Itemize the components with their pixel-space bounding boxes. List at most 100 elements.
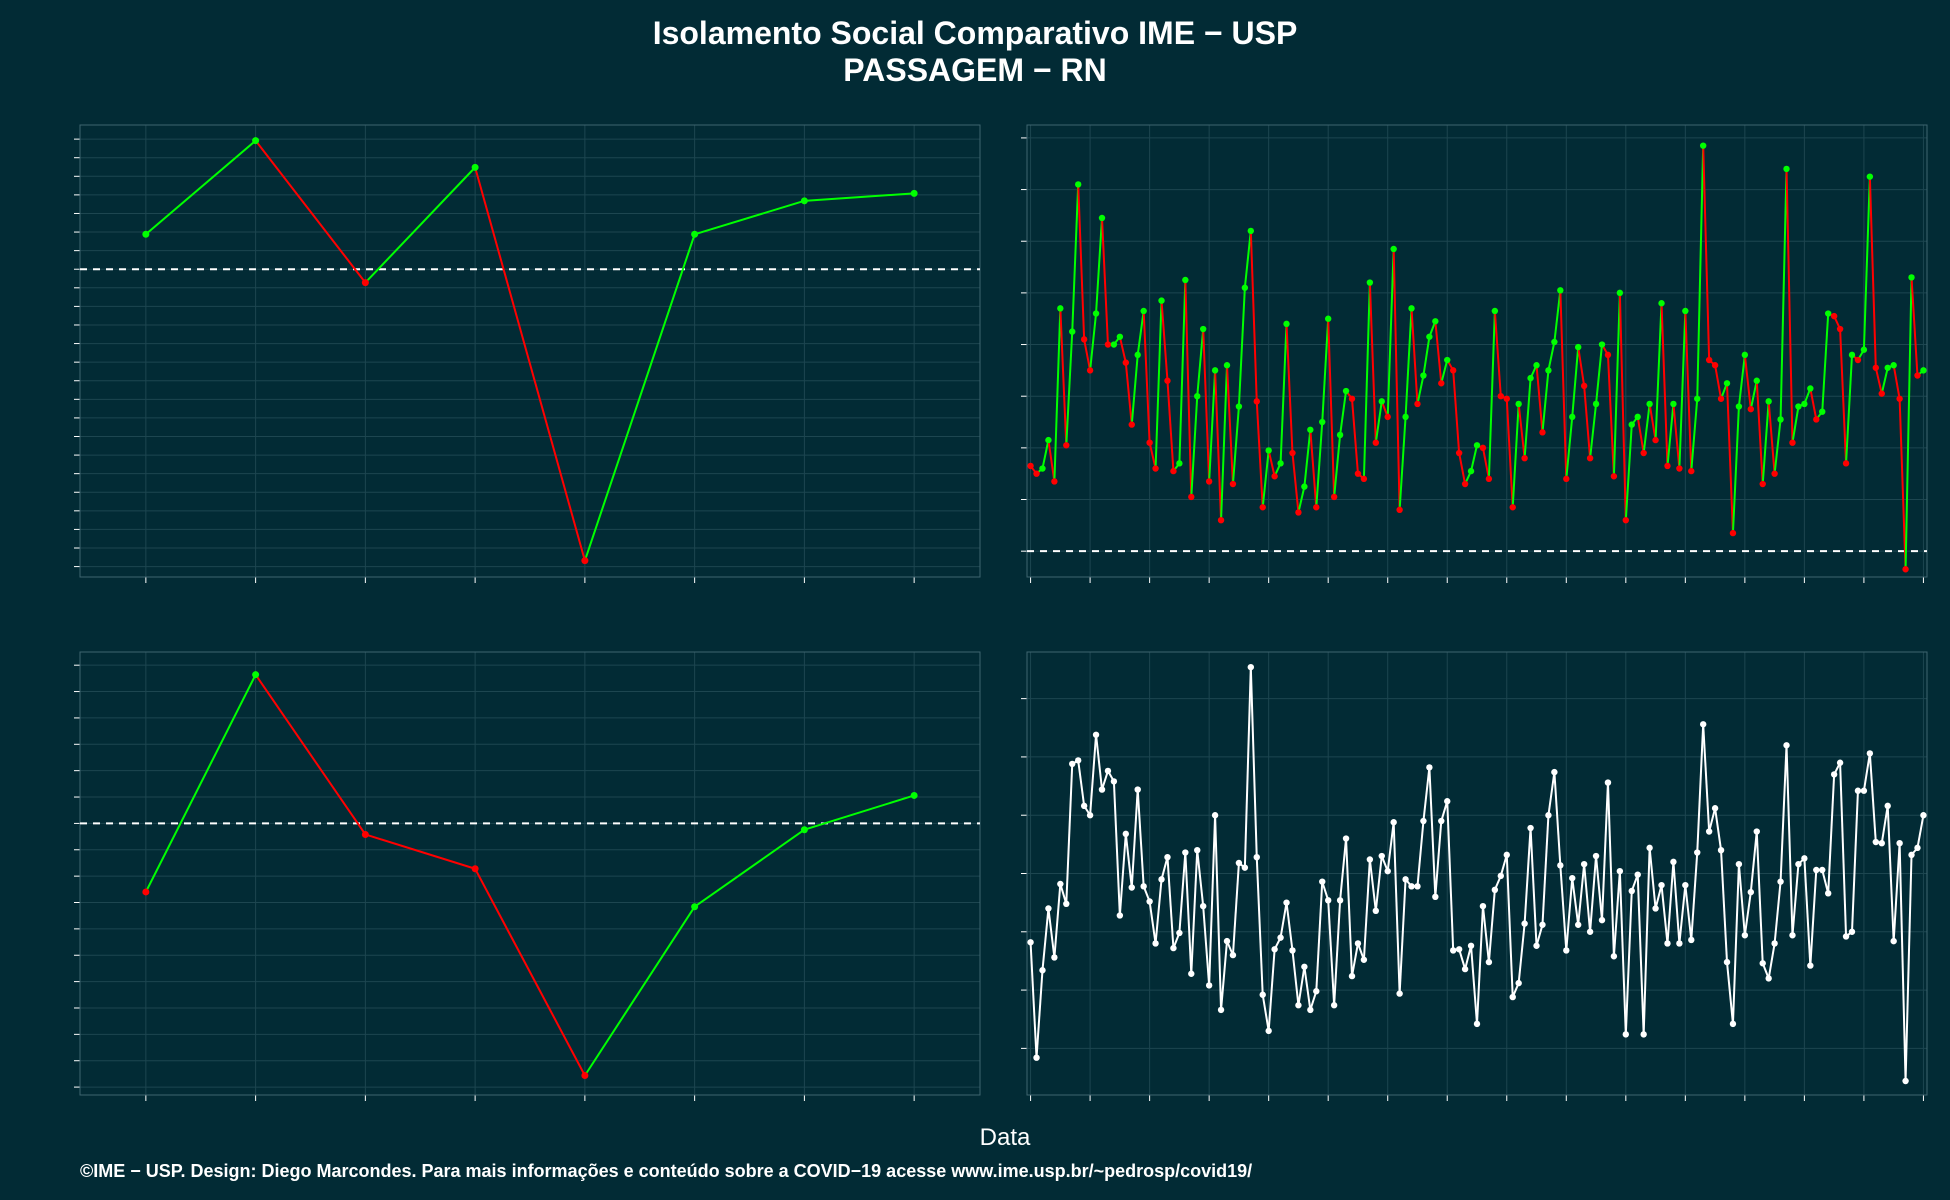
data-point bbox=[1092, 310, 1100, 317]
series-segment bbox=[1803, 858, 1812, 966]
series-segment bbox=[1249, 667, 1258, 858]
data-point bbox=[1408, 883, 1415, 890]
data-point bbox=[1182, 276, 1189, 284]
data-point bbox=[1289, 947, 1296, 954]
data-point bbox=[1539, 429, 1546, 436]
series-segment bbox=[1398, 416, 1407, 510]
series-segment bbox=[1731, 406, 1740, 534]
data-point bbox=[1765, 398, 1772, 405]
x-axis-label: Data bbox=[980, 1124, 1031, 1151]
series-segment bbox=[1702, 724, 1711, 832]
series-segment bbox=[1470, 945, 1478, 1024]
series-segment bbox=[1029, 942, 1038, 1058]
series-segment bbox=[1261, 994, 1270, 1032]
data-point bbox=[1455, 449, 1463, 457]
series-segment bbox=[1553, 290, 1562, 343]
series-segment bbox=[1731, 864, 1740, 1024]
series-segment bbox=[1660, 303, 1669, 466]
series-segment bbox=[1481, 906, 1490, 963]
data-point bbox=[1336, 431, 1344, 439]
series-segment bbox=[1749, 380, 1758, 410]
data-point bbox=[1592, 400, 1600, 408]
series-segment bbox=[1690, 398, 1699, 472]
series-segment bbox=[694, 828, 805, 908]
data-point bbox=[1890, 937, 1897, 945]
series-segment bbox=[804, 192, 915, 202]
data-point bbox=[1878, 390, 1885, 397]
data-point bbox=[1551, 338, 1558, 346]
data-point bbox=[1432, 318, 1439, 325]
series-segment bbox=[1416, 375, 1425, 405]
data-point bbox=[1878, 839, 1885, 847]
series-segment bbox=[1517, 923, 1526, 984]
series-segment bbox=[1892, 843, 1901, 942]
data-point bbox=[1372, 439, 1380, 446]
data-point bbox=[1807, 962, 1814, 969]
data-point bbox=[1461, 965, 1469, 973]
data-point bbox=[1527, 824, 1534, 832]
series-segment bbox=[1511, 403, 1520, 508]
data-point bbox=[1819, 866, 1826, 874]
series-segment bbox=[1785, 745, 1794, 936]
data-point bbox=[1122, 830, 1130, 838]
data-point bbox=[1223, 937, 1231, 945]
series-segment bbox=[1743, 892, 1752, 936]
series-segment bbox=[1541, 370, 1550, 433]
data-point bbox=[1795, 860, 1802, 868]
data-point bbox=[1420, 372, 1427, 379]
series-segment bbox=[1154, 300, 1163, 469]
series-segment bbox=[1226, 365, 1234, 485]
series-segment bbox=[1041, 439, 1050, 469]
series-segment bbox=[1583, 864, 1592, 932]
data-point bbox=[142, 888, 150, 896]
data-point bbox=[361, 830, 369, 838]
series-segment bbox=[1535, 365, 1544, 433]
data-point bbox=[1872, 364, 1880, 371]
data-point bbox=[1217, 1006, 1225, 1014]
data-point bbox=[691, 230, 699, 238]
data-point bbox=[1116, 333, 1124, 340]
data-point bbox=[1324, 315, 1332, 322]
data-point bbox=[1432, 893, 1439, 901]
data-point bbox=[1580, 382, 1588, 390]
data-point bbox=[1902, 566, 1909, 573]
data-point bbox=[1896, 395, 1903, 402]
data-point bbox=[1813, 866, 1820, 874]
data-point bbox=[1705, 356, 1713, 364]
data-point bbox=[1503, 851, 1510, 859]
data-point bbox=[1301, 963, 1308, 970]
series-segment bbox=[1047, 908, 1056, 958]
series-segment bbox=[1118, 833, 1127, 916]
data-point bbox=[471, 163, 479, 171]
series-segment bbox=[1684, 310, 1693, 472]
data-point bbox=[1759, 960, 1766, 967]
series-segment bbox=[1571, 878, 1580, 925]
data-point bbox=[1396, 506, 1403, 514]
series-segment bbox=[1862, 176, 1871, 350]
series-segment bbox=[1118, 336, 1127, 363]
series-segment bbox=[1291, 950, 1300, 1006]
data-point bbox=[1307, 1006, 1314, 1014]
data-point bbox=[1908, 274, 1915, 281]
data-point bbox=[1128, 884, 1135, 891]
series-segment bbox=[1368, 859, 1377, 911]
series-segment bbox=[1493, 310, 1502, 397]
series-segment bbox=[1422, 767, 1431, 822]
series-segment bbox=[1809, 869, 1818, 966]
data-point bbox=[1741, 351, 1749, 359]
data-point bbox=[1842, 933, 1850, 940]
data-point bbox=[1890, 362, 1897, 369]
data-point bbox=[1503, 395, 1510, 402]
series-segment bbox=[1481, 447, 1490, 480]
series-segment bbox=[1160, 300, 1169, 381]
data-point bbox=[1444, 356, 1451, 364]
data-point bbox=[1563, 947, 1570, 954]
data-point bbox=[1265, 447, 1272, 454]
data-point bbox=[1652, 905, 1659, 912]
series-segment bbox=[1243, 667, 1252, 868]
data-point bbox=[1682, 881, 1689, 889]
series-segment bbox=[1214, 370, 1223, 521]
series-segment bbox=[1095, 734, 1103, 790]
data-point bbox=[1676, 940, 1683, 947]
data-point bbox=[1235, 859, 1243, 867]
